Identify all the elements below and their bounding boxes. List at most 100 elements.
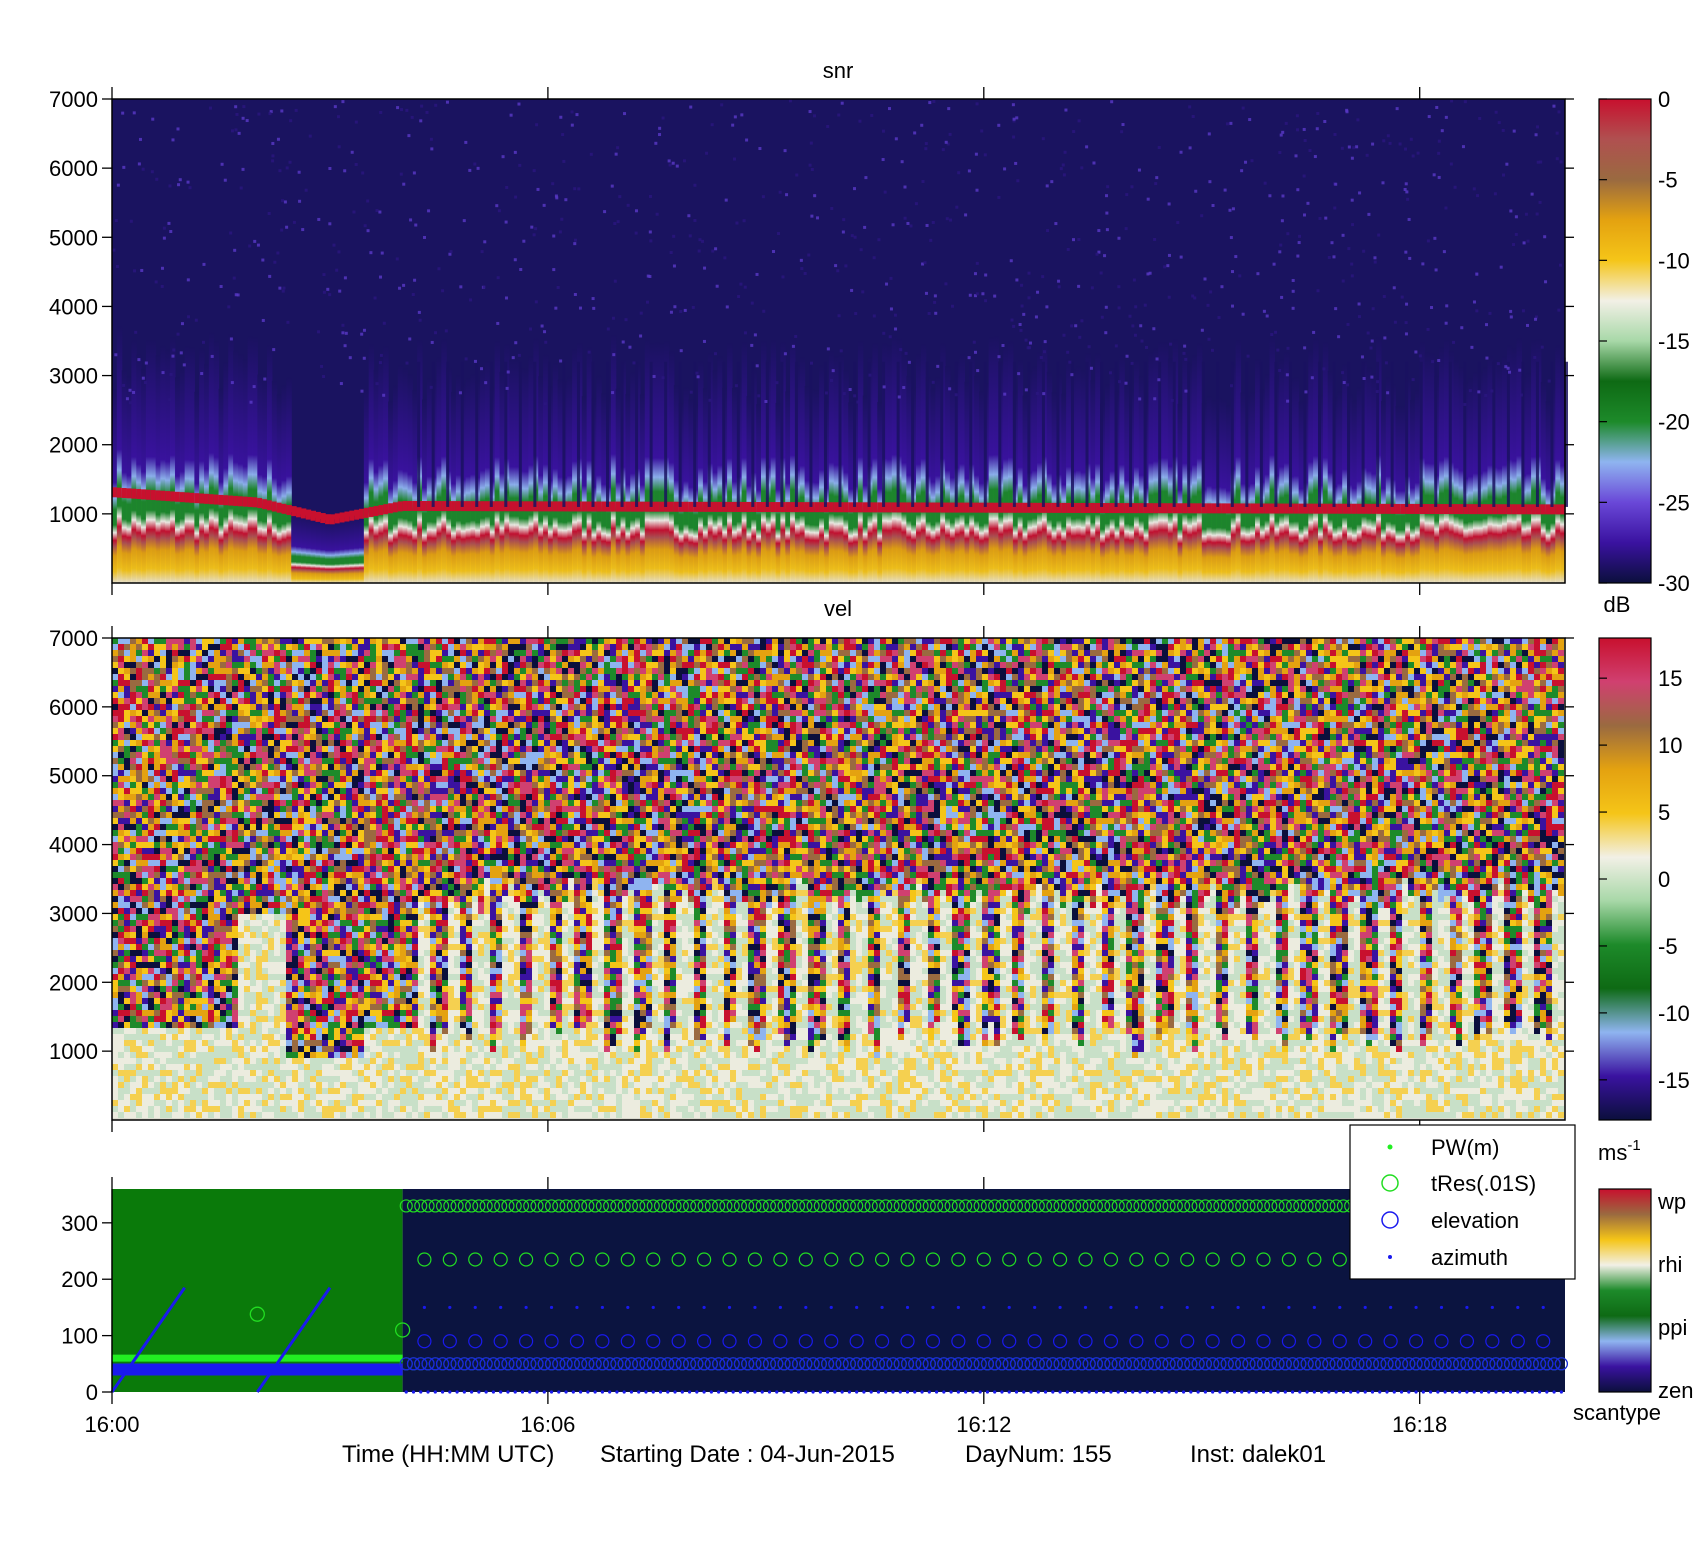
vel-cell xyxy=(226,752,232,758)
vel-cell xyxy=(178,854,184,860)
vel-cell xyxy=(214,818,220,824)
vel-cell xyxy=(184,704,190,710)
vel-cell xyxy=(220,956,226,962)
vel-cell xyxy=(352,644,358,650)
vel-cell xyxy=(112,1010,118,1016)
snr-noise xyxy=(1188,146,1192,150)
snr-cloud-base xyxy=(727,501,733,512)
vel-cell xyxy=(310,668,316,674)
snr-cloud-base xyxy=(543,501,549,512)
vel-cell xyxy=(124,878,130,884)
vel-cell xyxy=(238,1004,244,1010)
vel-cell xyxy=(298,1058,304,1064)
snr-cloud-base xyxy=(1192,503,1198,514)
vel-cell xyxy=(274,1016,280,1022)
snr-noise xyxy=(278,286,282,290)
snr-noise xyxy=(1508,370,1512,374)
snr-noise xyxy=(445,100,449,104)
vel-cell xyxy=(304,1034,310,1040)
vel-cell xyxy=(112,818,118,824)
vel-cell xyxy=(136,716,142,722)
snr-column xyxy=(1133,359,1140,583)
vel-cell xyxy=(250,716,256,722)
snr-noise xyxy=(1092,161,1096,165)
snr-noise xyxy=(1437,151,1441,155)
vel-cell xyxy=(112,878,118,884)
snr-noise xyxy=(464,357,468,361)
snr-cloud-base xyxy=(300,508,307,519)
vel-cell xyxy=(322,860,328,866)
vel-cell xyxy=(262,896,268,902)
vel-cell xyxy=(262,914,268,920)
vel-cell xyxy=(190,812,196,818)
vel-cell xyxy=(322,716,328,722)
vel-cell xyxy=(178,950,184,956)
snr-noise xyxy=(1347,247,1351,251)
vel-cell xyxy=(130,704,136,710)
vel-cell xyxy=(274,698,280,704)
vel-cell xyxy=(310,698,316,704)
vel-cell xyxy=(352,698,358,704)
vel-cell xyxy=(208,764,214,770)
snr-noise xyxy=(278,169,282,173)
vel-cell xyxy=(118,914,124,920)
snr-column xyxy=(1138,375,1145,583)
vel-cell xyxy=(130,698,136,704)
snr-noise xyxy=(613,222,617,226)
snr-noise xyxy=(121,111,125,115)
vel-cell xyxy=(346,680,352,686)
vel-cell xyxy=(124,1040,130,1046)
vel-cell xyxy=(256,932,262,938)
vel-cell xyxy=(268,830,274,836)
snr-column xyxy=(368,344,375,583)
vel-cell xyxy=(118,992,124,998)
vel-cell xyxy=(184,680,190,686)
snr-noise xyxy=(1366,331,1370,335)
snr-column xyxy=(1400,405,1406,583)
snr-noise xyxy=(854,312,858,316)
vel-cell xyxy=(196,680,202,686)
vel-cell xyxy=(148,710,154,716)
vel-cell xyxy=(346,848,352,854)
vel-cell xyxy=(130,794,136,800)
vel-cell xyxy=(268,680,274,686)
vel-cell xyxy=(136,992,142,998)
vel-cell xyxy=(166,1052,172,1058)
vel-cell xyxy=(244,728,250,734)
vel-cell xyxy=(334,890,340,896)
vel-cell xyxy=(292,914,298,920)
vel-cell xyxy=(238,692,244,698)
vel-cell xyxy=(136,662,142,668)
vel-cell xyxy=(262,1088,268,1094)
snr-cloud-base xyxy=(523,501,530,512)
y-tick-label: 2000 xyxy=(49,433,98,458)
vel-cell xyxy=(262,644,268,650)
vel-cell xyxy=(226,974,232,980)
vel-cell xyxy=(202,692,208,698)
vel-cell xyxy=(352,968,358,974)
snr-cloud-base xyxy=(1342,503,1348,514)
vel-cell xyxy=(274,992,280,998)
vel-cell xyxy=(352,764,358,770)
vel-cell xyxy=(292,986,298,992)
vel-cell xyxy=(322,920,328,926)
snr-noise xyxy=(162,226,166,230)
snr-column xyxy=(1167,358,1174,583)
vel-cell xyxy=(334,662,340,668)
snr-cloud-base xyxy=(388,503,394,514)
vel-cell xyxy=(238,926,244,932)
snr-cloud-base xyxy=(1124,503,1130,514)
vel-cell xyxy=(124,908,130,914)
vel-cell xyxy=(328,926,334,932)
vel-cell xyxy=(340,692,346,698)
vel-cell xyxy=(214,968,220,974)
vel-cell xyxy=(160,836,166,842)
snr-cloud-base xyxy=(1293,503,1300,514)
snr-noise xyxy=(1408,256,1412,260)
vel-cell xyxy=(340,974,346,980)
vel-cell xyxy=(304,866,310,872)
vel-cell xyxy=(268,938,274,944)
vel-cell xyxy=(280,986,286,992)
vel-cell xyxy=(184,962,190,968)
vel-cell xyxy=(310,770,316,776)
